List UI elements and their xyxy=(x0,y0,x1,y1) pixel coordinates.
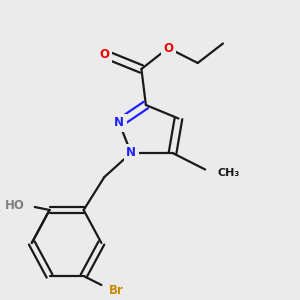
Text: HO: HO xyxy=(4,199,24,212)
Text: Br: Br xyxy=(109,284,124,298)
Text: O: O xyxy=(99,47,110,61)
Text: N: N xyxy=(126,146,136,160)
Text: O: O xyxy=(163,41,173,55)
Text: N: N xyxy=(114,116,124,130)
Text: CH₃: CH₃ xyxy=(217,167,239,178)
